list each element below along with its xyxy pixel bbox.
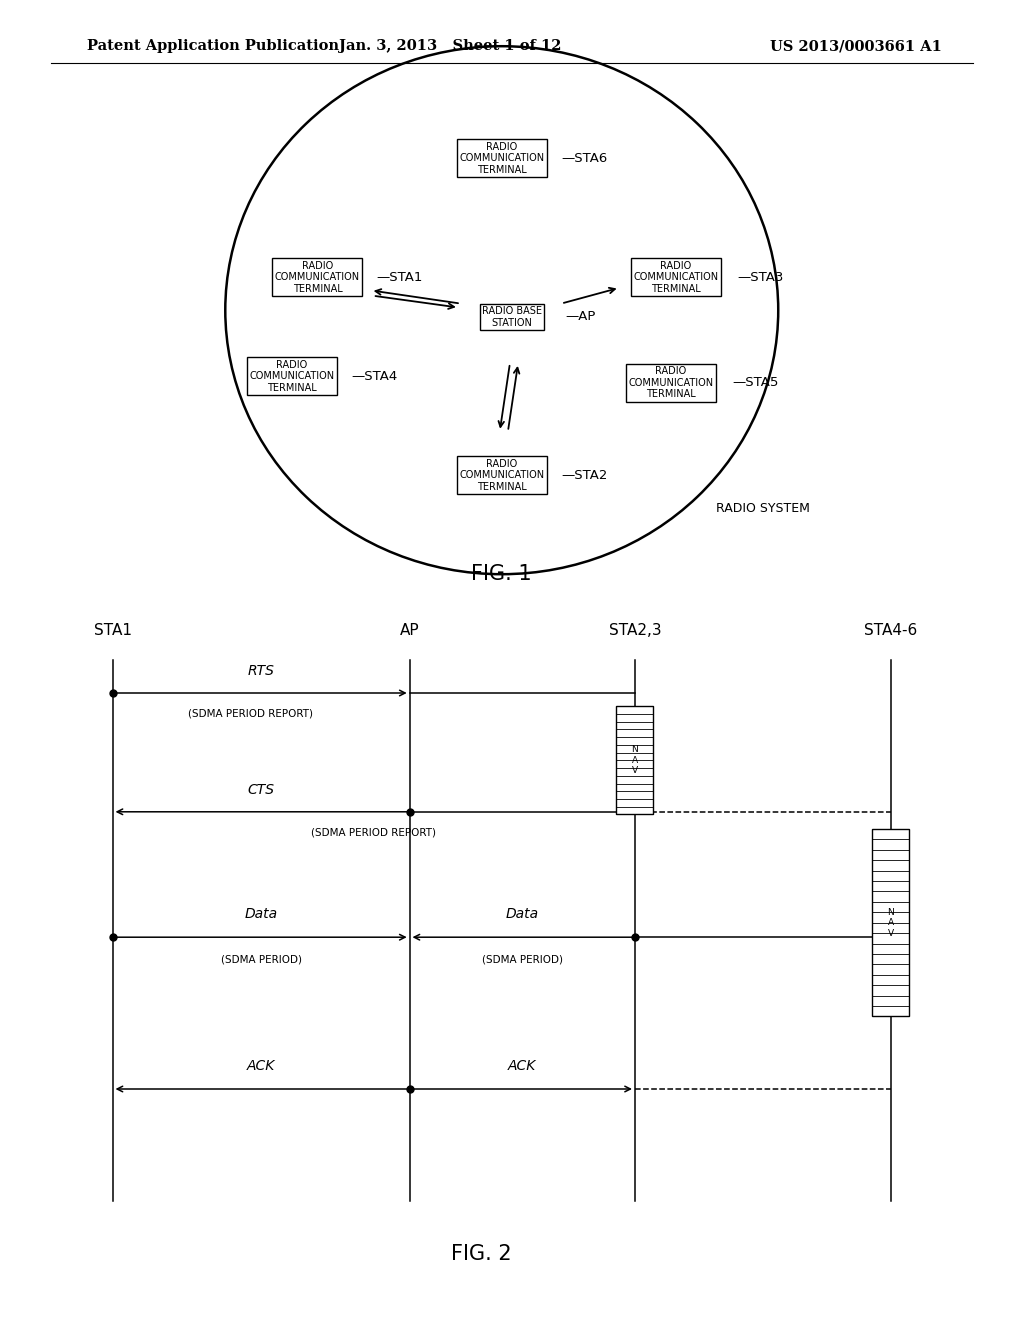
Text: FIG. 2: FIG. 2 bbox=[451, 1243, 512, 1265]
Text: —STA6: —STA6 bbox=[561, 152, 607, 165]
Text: CTS: CTS bbox=[248, 783, 274, 797]
Text: Patent Application Publication: Patent Application Publication bbox=[87, 40, 339, 53]
Text: STA4-6: STA4-6 bbox=[864, 623, 918, 639]
Text: N
A
V: N A V bbox=[888, 908, 894, 937]
Bar bbox=[616, 706, 653, 814]
Text: RADIO
COMMUNICATION
TERMINAL: RADIO COMMUNICATION TERMINAL bbox=[459, 458, 545, 492]
Text: ACK: ACK bbox=[508, 1059, 537, 1073]
Text: Data: Data bbox=[506, 907, 539, 921]
Text: RADIO SYSTEM: RADIO SYSTEM bbox=[716, 502, 810, 515]
Text: FIG. 1: FIG. 1 bbox=[471, 564, 532, 585]
Text: AP: AP bbox=[399, 623, 420, 639]
Text: RADIO
COMMUNICATION
TERMINAL: RADIO COMMUNICATION TERMINAL bbox=[274, 260, 360, 294]
Text: (SDMA PERIOD): (SDMA PERIOD) bbox=[220, 954, 302, 965]
Text: —STA2: —STA2 bbox=[561, 469, 607, 482]
Text: (SDMA PERIOD REPORT): (SDMA PERIOD REPORT) bbox=[188, 709, 313, 719]
Text: STA1: STA1 bbox=[93, 623, 132, 639]
Text: —STA1: —STA1 bbox=[377, 271, 423, 284]
Text: Jan. 3, 2013   Sheet 1 of 12: Jan. 3, 2013 Sheet 1 of 12 bbox=[339, 40, 562, 53]
Text: (SDMA PERIOD): (SDMA PERIOD) bbox=[481, 954, 563, 965]
Bar bbox=[872, 829, 909, 1016]
Text: —STA3: —STA3 bbox=[737, 271, 783, 284]
Text: STA2,3: STA2,3 bbox=[608, 623, 662, 639]
Text: US 2013/0003661 A1: US 2013/0003661 A1 bbox=[770, 40, 942, 53]
Text: Data: Data bbox=[245, 907, 278, 921]
Text: RTS: RTS bbox=[248, 664, 274, 678]
Text: ACK: ACK bbox=[247, 1059, 275, 1073]
Text: RADIO
COMMUNICATION
TERMINAL: RADIO COMMUNICATION TERMINAL bbox=[628, 366, 714, 400]
Text: RADIO
COMMUNICATION
TERMINAL: RADIO COMMUNICATION TERMINAL bbox=[633, 260, 719, 294]
Text: —STA5: —STA5 bbox=[732, 376, 778, 389]
Text: N
A
V: N A V bbox=[632, 746, 638, 775]
Text: RADIO
COMMUNICATION
TERMINAL: RADIO COMMUNICATION TERMINAL bbox=[459, 141, 545, 176]
Text: RADIO BASE
STATION: RADIO BASE STATION bbox=[482, 306, 542, 327]
Text: —STA4: —STA4 bbox=[351, 370, 397, 383]
Text: (SDMA PERIOD REPORT): (SDMA PERIOD REPORT) bbox=[311, 828, 436, 838]
Text: —AP: —AP bbox=[565, 310, 596, 323]
Text: RADIO
COMMUNICATION
TERMINAL: RADIO COMMUNICATION TERMINAL bbox=[249, 359, 335, 393]
